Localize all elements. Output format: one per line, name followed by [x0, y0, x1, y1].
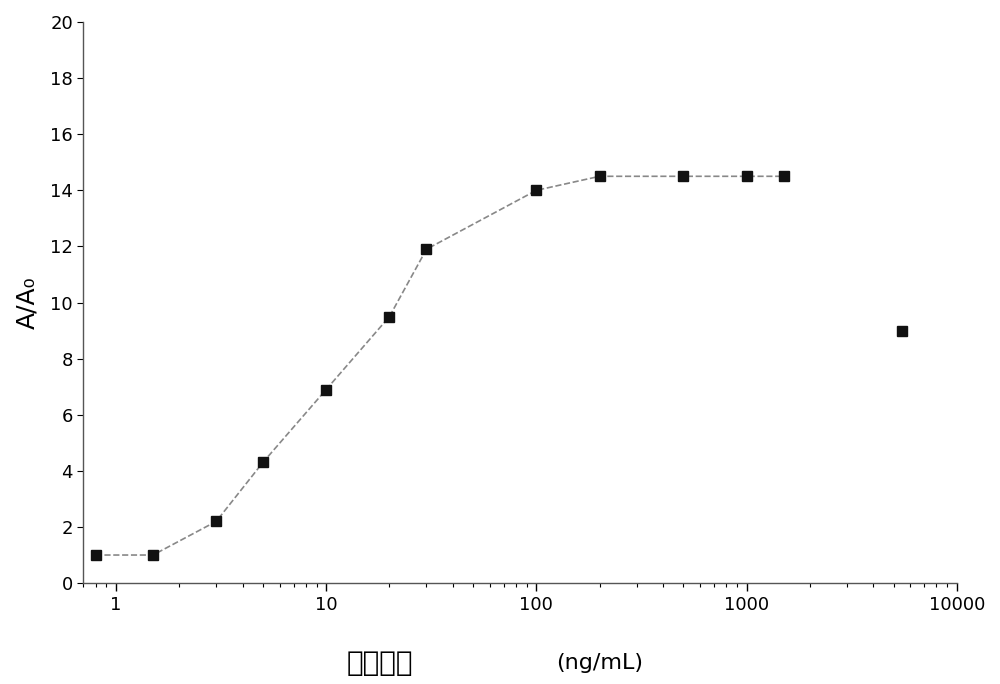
- Text: (ng/mL): (ng/mL): [556, 653, 644, 674]
- Text: 抗原浓度: 抗原浓度: [347, 650, 413, 677]
- Y-axis label: A/A₀: A/A₀: [15, 276, 39, 329]
